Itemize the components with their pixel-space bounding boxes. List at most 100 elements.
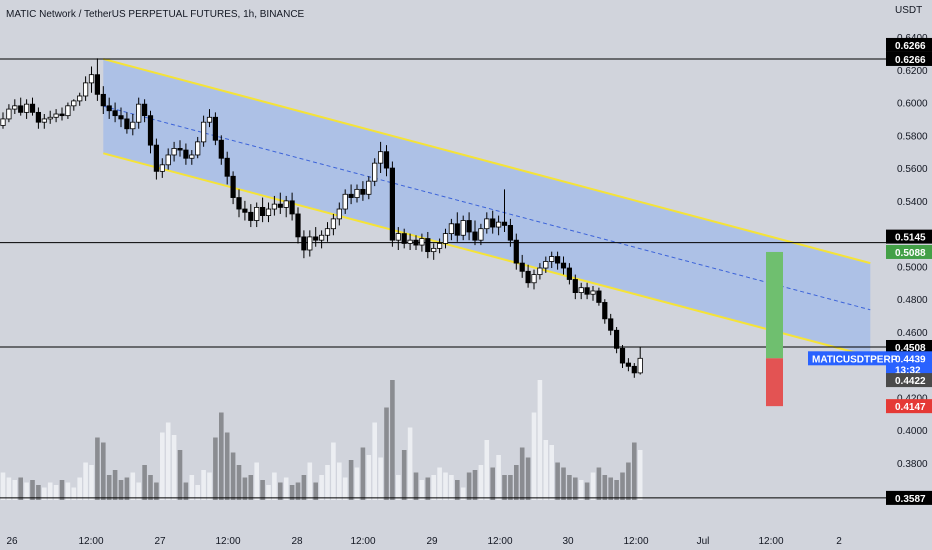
volume-bar <box>590 472 596 500</box>
price-tag-current: 0.4439 <box>895 354 926 365</box>
time-tick-label: 30 <box>562 536 574 547</box>
volume-bar <box>573 477 578 500</box>
price-tick-label: 0.6000 <box>897 99 928 110</box>
price-tag-target: 0.5088 <box>895 248 926 259</box>
candle-body <box>360 188 366 195</box>
volume-bar <box>47 482 53 500</box>
position-stop-zone[interactable] <box>766 358 783 407</box>
candle-body <box>354 188 360 198</box>
volume-bar <box>449 475 454 500</box>
volume-bar <box>354 467 360 500</box>
volume-bar <box>230 452 236 500</box>
volume-bar <box>425 477 431 500</box>
volume-bar <box>0 472 6 500</box>
volume-bar <box>555 462 560 500</box>
volume-bar <box>549 445 554 500</box>
price-tick-label: 0.4000 <box>897 426 928 437</box>
volume-bar <box>360 447 366 500</box>
volume-bar <box>525 457 531 500</box>
price-tag-level-mid-bg <box>886 229 932 244</box>
volume-bar <box>248 475 254 500</box>
candle-body <box>377 151 384 164</box>
volume-bar <box>337 462 342 500</box>
volume-bar <box>254 462 259 500</box>
candle-body <box>431 247 437 253</box>
candle-body <box>159 164 165 172</box>
candle-body <box>136 103 142 123</box>
volume-bar <box>342 477 348 500</box>
symbol-tag: MATICUSDTPERP <box>812 354 898 365</box>
volume-bar <box>165 422 171 500</box>
channel-upper-line[interactable] <box>103 57 871 265</box>
volume-bar <box>396 475 401 500</box>
price-tag-level-low-bg <box>886 339 932 354</box>
volume-bar <box>219 412 224 500</box>
volume-bar <box>596 467 602 500</box>
candle-body <box>195 141 201 156</box>
volume-bar <box>59 480 65 500</box>
volume-bar <box>508 475 513 500</box>
candle-body <box>130 121 136 130</box>
volume-bar <box>531 412 537 500</box>
volume-bar <box>160 432 165 500</box>
volume-bar <box>148 475 153 500</box>
volume-bar <box>632 442 637 500</box>
volume-bar <box>195 485 200 500</box>
volume-bar <box>366 455 372 500</box>
volume-bar <box>543 440 549 500</box>
candle-body <box>212 116 218 141</box>
candle-body <box>614 329 620 349</box>
volume-bar <box>584 482 590 500</box>
candle-body <box>342 193 348 210</box>
candle-body <box>549 256 555 262</box>
candle-body <box>0 118 6 126</box>
volume-bar <box>567 475 572 500</box>
candle-body <box>637 357 643 374</box>
candle-body <box>153 144 159 172</box>
candle-body <box>619 347 626 364</box>
volume-bar <box>431 475 436 500</box>
candle-body <box>472 231 478 241</box>
volume-bar <box>142 465 147 500</box>
candle-body <box>35 111 42 123</box>
time-tick-label: 12:00 <box>350 536 375 547</box>
price-tag-stop-bg <box>886 399 932 414</box>
time-tick-label: 12:00 <box>623 536 648 547</box>
volume-bar <box>101 442 106 500</box>
volume-bar <box>6 477 12 500</box>
volume-bar <box>112 470 118 500</box>
candle-body <box>83 82 89 97</box>
candle-body <box>165 154 171 166</box>
candle-body <box>283 200 289 208</box>
volume-bar <box>83 462 88 500</box>
volume-bar <box>519 447 525 500</box>
volume-bar <box>30 480 35 500</box>
candle-body <box>407 239 413 244</box>
candle-body <box>336 208 342 220</box>
price-tag-level-top-2-bg <box>886 51 932 66</box>
price-axis[interactable] <box>886 0 932 520</box>
volume-bar <box>602 475 608 500</box>
candle-body <box>466 220 472 233</box>
candle-body <box>183 149 189 159</box>
volume-bar <box>106 475 112 500</box>
volume-bar <box>283 477 289 500</box>
candle-body <box>295 213 301 238</box>
position-target-zone[interactable] <box>766 251 783 359</box>
volume-bar <box>484 440 490 500</box>
candle-body <box>248 211 254 221</box>
volume-bar <box>236 465 242 500</box>
candle-body <box>224 157 230 177</box>
candle-body <box>495 221 502 228</box>
time-tick-label: 27 <box>154 536 166 547</box>
candle-body <box>147 115 154 146</box>
candle-body <box>71 100 77 107</box>
candle-body <box>6 108 12 120</box>
volume-bar <box>384 407 389 500</box>
candle-body <box>118 115 124 120</box>
candle-body <box>100 93 106 107</box>
time-axis[interactable] <box>0 520 932 550</box>
volume-bar <box>207 472 212 500</box>
